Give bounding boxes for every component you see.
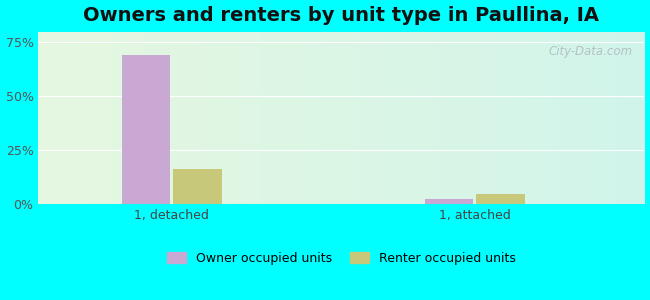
Legend: Owner occupied units, Renter occupied units: Owner occupied units, Renter occupied un… <box>162 247 521 270</box>
Text: City-Data.com: City-Data.com <box>548 45 632 58</box>
Bar <box>476 194 525 204</box>
Bar <box>174 169 222 204</box>
Bar <box>122 55 170 204</box>
Title: Owners and renters by unit type in Paullina, IA: Owners and renters by unit type in Paull… <box>83 6 599 25</box>
Bar <box>424 200 473 204</box>
